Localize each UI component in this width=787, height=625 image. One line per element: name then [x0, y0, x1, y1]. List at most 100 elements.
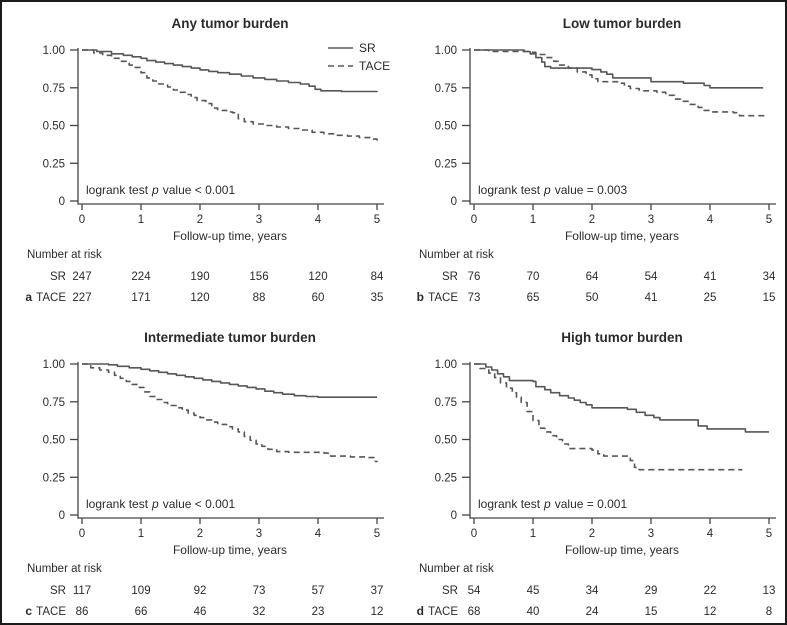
logrank-prefix: logrank test	[478, 183, 541, 197]
risk-value: 37	[371, 585, 384, 597]
km-plot-c: Intermediate tumor burden 1.00 0.75 0.50 0.2…	[25, 330, 384, 618]
risk-row-label-tace: TACE	[36, 606, 66, 618]
y-tick-label: 0.75	[435, 83, 457, 95]
y-tick-label: 1.00	[435, 359, 457, 371]
x-tick-label: 4	[707, 214, 714, 226]
risk-value: 15	[645, 606, 658, 618]
risk-value: 50	[586, 292, 599, 304]
risk-header: Number at risk	[27, 563, 102, 575]
risk-value: 227	[72, 292, 91, 304]
x-tick-label: 5	[374, 214, 380, 226]
x-tick-label: 4	[315, 214, 322, 226]
risk-value: 73	[468, 292, 481, 304]
risk-value: 109	[131, 585, 150, 597]
panel-c: Intermediate tumor burden 1.00 0.75 0.50 0.2…	[2, 318, 393, 623]
y-tick-label: 0.50	[43, 121, 65, 133]
risk-value: 88	[253, 292, 266, 304]
risk-row-label-sr: SR	[50, 271, 66, 283]
risk-value: 54	[645, 271, 658, 283]
y-tick-label: 0.50	[435, 121, 457, 133]
tace-curve	[82, 363, 378, 463]
y-tick-label: 0	[59, 510, 65, 522]
y-tick-label: 0.75	[43, 397, 65, 409]
logrank-suffix: value < 0.001	[163, 497, 236, 511]
logrank-pvalue: logrank test p value = 0.001	[478, 497, 627, 511]
logrank-suffix: value = 0.001	[555, 497, 628, 511]
y-tick-label: 1.00	[435, 45, 457, 57]
risk-value: 117	[73, 585, 91, 597]
panel-letter: b	[417, 290, 424, 304]
sr-curve	[474, 49, 764, 89]
risk-row-label-tace: TACE	[428, 292, 458, 304]
risk-value: 66	[135, 606, 148, 618]
logrank-pvalue: logrank test p value < 0.001	[86, 183, 235, 197]
logrank-pvalue: logrank test p value = 0.003	[478, 183, 627, 197]
x-tick-label: 5	[766, 528, 772, 540]
risk-value: 29	[645, 585, 658, 597]
risk-value: 92	[194, 585, 207, 597]
x-axis-label: Follow-up time, years	[173, 229, 287, 243]
risk-value: 68	[468, 606, 481, 618]
y-tick-label: 1.00	[43, 359, 65, 371]
x-tick-label: 0	[79, 214, 85, 226]
x-tick-label: 0	[471, 214, 477, 226]
x-axis-label: Follow-up time, years	[173, 543, 287, 557]
risk-value: 54	[468, 585, 481, 597]
x-tick-label: 4	[707, 528, 714, 540]
x-tick-label: 2	[589, 528, 595, 540]
tace-curve	[474, 363, 743, 471]
x-tick-label: 5	[374, 528, 380, 540]
risk-value: 60	[312, 292, 325, 304]
risk-value: 84	[371, 271, 384, 283]
p-symbol: p	[151, 497, 159, 511]
axes-lines	[469, 48, 776, 205]
x-tick-label: 5	[766, 214, 772, 226]
risk-value: 46	[194, 606, 207, 618]
risk-value: 190	[190, 271, 209, 283]
panel-title: Any tumor burden	[172, 16, 289, 31]
y-tick-label: 0.75	[435, 397, 457, 409]
logrank-suffix: value < 0.001	[163, 183, 236, 197]
risk-value: 23	[312, 606, 325, 618]
logrank-pvalue: logrank test p value < 0.001	[86, 497, 235, 511]
risk-value: 24	[586, 606, 599, 618]
risk-value: 40	[527, 606, 540, 618]
panel-title: Intermediate tumor burden	[144, 330, 316, 345]
tace-curve	[82, 49, 378, 141]
x-tick-label: 0	[79, 528, 85, 540]
risk-row-label-sr: SR	[442, 271, 458, 283]
y-tick-label: 0	[59, 196, 65, 208]
logrank-suffix: value = 0.003	[555, 183, 628, 197]
risk-header: Number at risk	[419, 249, 494, 261]
risk-header: Number at risk	[27, 249, 102, 261]
panel-a: Any tumor burden 1.00 0.75 0.50 0.25 0 0 1 2 3 4 5 F…	[2, 4, 393, 310]
panel-b: Low tumor burden 1.00 0.75 0.50 0.25 0 0 1 2 3 4 5 F…	[394, 4, 785, 310]
x-tick-label: 2	[197, 528, 203, 540]
panel-letter: d	[417, 604, 424, 618]
risk-value: 73	[253, 585, 266, 597]
panel-letter: c	[25, 604, 32, 618]
risk-value: 57	[312, 585, 325, 597]
p-symbol: p	[543, 497, 551, 511]
risk-value: 41	[704, 271, 717, 283]
logrank-prefix: logrank test	[478, 497, 541, 511]
risk-row-label-tace: TACE	[36, 292, 66, 304]
risk-value: 22	[704, 585, 717, 597]
risk-value: 13	[763, 585, 776, 597]
risk-value: 64	[586, 271, 599, 283]
legend-sr-label: SR	[359, 41, 376, 55]
risk-value: 41	[645, 292, 658, 304]
x-tick-label: 1	[530, 214, 536, 226]
x-tick-label: 4	[315, 528, 322, 540]
x-tick-label: 3	[256, 528, 262, 540]
risk-row-label-sr: SR	[442, 585, 458, 597]
x-tick-label: 1	[530, 528, 536, 540]
risk-value: 86	[76, 606, 89, 618]
y-tick-label: 0	[451, 510, 457, 522]
x-tick-label: 3	[256, 214, 262, 226]
y-tick-label: 0.25	[435, 472, 457, 484]
y-tick-label: 0.25	[43, 158, 65, 170]
y-tick-label: 0.25	[435, 158, 457, 170]
risk-value: 171	[131, 292, 150, 304]
x-axis-label: Follow-up time, years	[565, 229, 679, 243]
